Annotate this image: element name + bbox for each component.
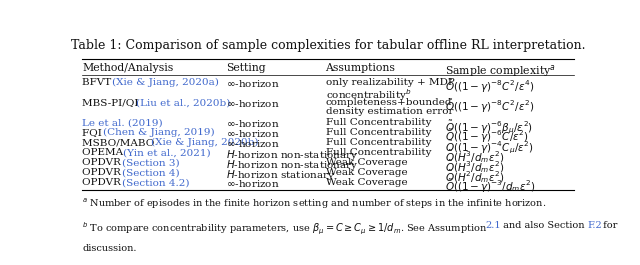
Text: $\tilde{O}((1-\gamma)^{-6}\beta_\mu/\epsilon^2)$: $\tilde{O}((1-\gamma)^{-6}\beta_\mu/\eps… [445, 118, 532, 136]
Text: (Xie & Jiang, 2020b): (Xie & Jiang, 2020b) [151, 138, 259, 147]
Text: density estimation error: density estimation error [326, 107, 453, 116]
Text: Weak Coverage: Weak Coverage [326, 178, 407, 187]
Text: BFVT: BFVT [83, 78, 115, 87]
Text: $\tilde{O}((1-\gamma)^{-8}C^2/\epsilon^4)$: $\tilde{O}((1-\gamma)^{-8}C^2/\epsilon^4… [445, 78, 534, 95]
Text: $\tilde{O}((1-\gamma)^{-4}C_\mu/\epsilon^2)$: $\tilde{O}((1-\gamma)^{-4}C_\mu/\epsilon… [445, 138, 533, 156]
Text: FQI: FQI [83, 128, 106, 137]
Text: Le et al. (2019): Le et al. (2019) [83, 118, 163, 127]
Text: $\tilde{O}(H^3/d_m\epsilon^2)$: $\tilde{O}(H^3/d_m\epsilon^2)$ [445, 148, 504, 165]
Text: (Section 4): (Section 4) [122, 168, 180, 177]
Text: Assumptions: Assumptions [326, 63, 396, 73]
Text: concentrability$^b$: concentrability$^b$ [326, 87, 411, 103]
Text: OPDVR: OPDVR [83, 168, 125, 177]
Text: $^a$ Number of episodes in the finite horizon setting and number of steps in the: $^a$ Number of episodes in the finite ho… [83, 197, 547, 211]
Text: Full Concentrability: Full Concentrability [326, 128, 431, 137]
Text: $H$-horizon non-stationary: $H$-horizon non-stationary [227, 158, 358, 172]
Text: Sample complexity$^a$: Sample complexity$^a$ [445, 63, 556, 80]
Text: discussion.: discussion. [83, 244, 137, 253]
Text: $\tilde{O}((1-\gamma)^{-3}/d_m\epsilon^2)$: $\tilde{O}((1-\gamma)^{-3}/d_m\epsilon^2… [445, 178, 535, 196]
Text: (Section 3): (Section 3) [122, 158, 180, 167]
Text: for: for [600, 220, 618, 229]
Text: completeness+bounded: completeness+bounded [326, 98, 452, 107]
Text: 2.1: 2.1 [485, 220, 500, 229]
Text: $\infty$-horizon: $\infty$-horizon [227, 178, 280, 189]
Text: Table 1: Comparison of sample complexities for tabular offline RL interpretation: Table 1: Comparison of sample complexiti… [71, 39, 585, 52]
Text: (Section 4.2): (Section 4.2) [122, 178, 190, 187]
Text: $\infty$-horizon: $\infty$-horizon [227, 98, 280, 109]
Text: $\tilde{O}(H^2/d_m\epsilon^2)$: $\tilde{O}(H^2/d_m\epsilon^2)$ [445, 168, 504, 185]
Text: $\infty$-horizon: $\infty$-horizon [227, 128, 280, 139]
Text: (Yin et al., 2021): (Yin et al., 2021) [123, 148, 211, 157]
Text: Method/Analysis: Method/Analysis [83, 63, 173, 73]
Text: $H$-horizon non-stationary: $H$-horizon non-stationary [227, 148, 358, 162]
Text: $\infty$-horizon: $\infty$-horizon [227, 78, 280, 89]
Text: Weak Coverage: Weak Coverage [326, 168, 407, 177]
Text: $H$-horizon stationary: $H$-horizon stationary [227, 168, 335, 182]
Text: Full Concentrability: Full Concentrability [326, 138, 431, 147]
Text: (Chen & Jiang, 2019): (Chen & Jiang, 2019) [103, 128, 214, 138]
Text: $\tilde{O}((1-\gamma)^{-8}C^2/\epsilon^2)$: $\tilde{O}((1-\gamma)^{-8}C^2/\epsilon^2… [445, 98, 534, 115]
Text: MBS-PI/QI: MBS-PI/QI [83, 98, 142, 107]
Text: (Liu et al., 2020b): (Liu et al., 2020b) [136, 98, 230, 107]
Text: only realizability + MDP: only realizability + MDP [326, 78, 454, 87]
Text: and also Section: and also Section [500, 220, 588, 229]
Text: $\tilde{O}((1-\gamma)^{-6}C/\epsilon^2)$: $\tilde{O}((1-\gamma)^{-6}C/\epsilon^2)$ [445, 128, 529, 145]
Text: $\infty$-horizon: $\infty$-horizon [227, 118, 280, 129]
Text: MSBO/MABO: MSBO/MABO [83, 138, 158, 147]
Text: OPDVR: OPDVR [83, 158, 125, 167]
Text: Full Concentrability: Full Concentrability [326, 148, 431, 157]
Text: OPEMA: OPEMA [83, 148, 127, 157]
Text: Weak Coverage: Weak Coverage [326, 158, 407, 167]
Text: $\tilde{O}(H^3/d_m\epsilon^2)$: $\tilde{O}(H^3/d_m\epsilon^2)$ [445, 158, 504, 175]
Text: F.2: F.2 [587, 220, 602, 229]
Text: (Xie & Jiang, 2020a): (Xie & Jiang, 2020a) [112, 78, 219, 87]
Text: OPDVR: OPDVR [83, 178, 125, 187]
Text: $^b$ To compare concentrability parameters, use $\beta_\mu = C \geq C_\mu \geq 1: $^b$ To compare concentrability paramete… [83, 220, 488, 237]
Text: Setting: Setting [227, 63, 266, 73]
Text: Full Concentrability: Full Concentrability [326, 118, 431, 127]
Text: $\infty$-horizon: $\infty$-horizon [227, 138, 280, 149]
